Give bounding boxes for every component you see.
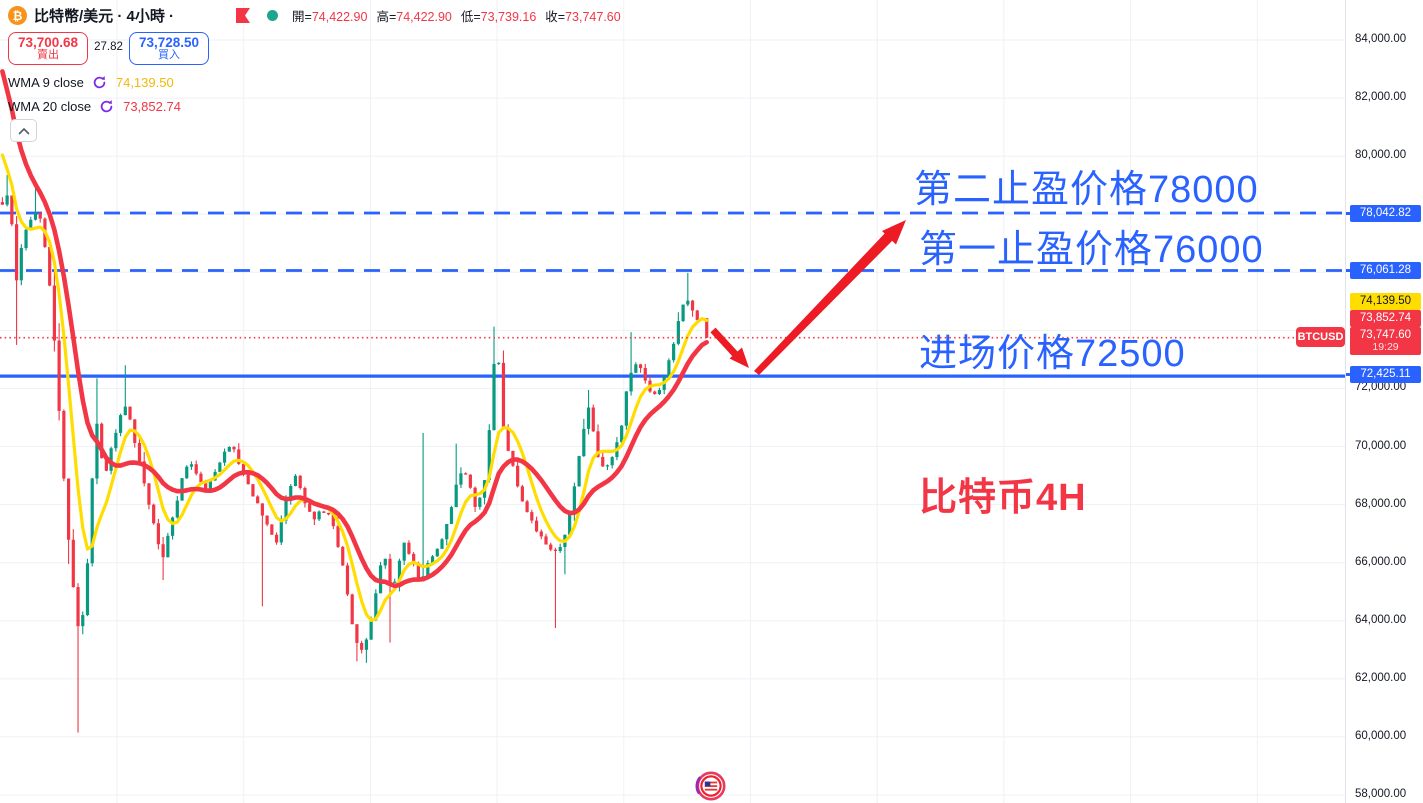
- rally-arrow: [754, 220, 906, 375]
- take-profit-2-label[interactable]: 第二止盈价格78000: [914, 169, 1259, 211]
- sync-icon[interactable]: [92, 75, 107, 90]
- symbol-timeframe-note[interactable]: 比特币4H: [919, 477, 1087, 519]
- axis-tick-label: 64,000.00: [1355, 614, 1407, 626]
- axis-tick-label: 82,000.00: [1355, 91, 1407, 103]
- axis-price-badge: 72,425.11: [1350, 365, 1421, 383]
- symbol-price-badge: BTCUSD: [1296, 327, 1345, 347]
- axis-price-badge: 74,139.50: [1350, 292, 1421, 310]
- axis-tick-label: 84,000.00: [1355, 33, 1407, 45]
- collapse-legend-button[interactable]: [10, 119, 37, 142]
- price-axis[interactable]: 84,000.00 82,000.00 80,000.00 72,000.00 70,0…: [1345, 0, 1423, 803]
- indicator-row-wma20[interactable]: WMA 20 close 73,852.74: [8, 98, 181, 114]
- symbol-title[interactable]: 比特幣/美元 · 4小時 ·: [34, 8, 175, 25]
- sync-icon[interactable]: [99, 99, 114, 114]
- axis-price-badge: 78,042.82: [1350, 204, 1421, 222]
- entry-price-label[interactable]: 进场价格72500: [919, 333, 1186, 375]
- ohlc-readout: 開=74,422.90 高=74,422.90 低=73,739.16 收=73…: [292, 10, 621, 24]
- candle-style-icon[interactable]: [236, 8, 251, 23]
- axis-tick-label: 58,000.00: [1355, 788, 1407, 800]
- watermark-logo: [695, 771, 726, 801]
- axis-tick-label: 80,000.00: [1355, 149, 1407, 161]
- axis-tick-label: 66,000.00: [1355, 556, 1407, 568]
- wma9-value: 74,139.50: [115, 74, 174, 90]
- wma20-value: 73,852.74: [123, 98, 181, 114]
- market-status-icon: [267, 10, 279, 21]
- price-chart[interactable]: [0, 0, 1345, 803]
- trade-panel: 73,700.68 賣出 27.82 73,728.50 買入: [8, 32, 209, 65]
- axis-price-badge: 76,061.28: [1350, 261, 1421, 279]
- axis-tick-label: 60,000.00: [1355, 730, 1407, 742]
- bitcoin-icon: ₿: [8, 6, 27, 25]
- axis-tick-label: 62,000.00: [1355, 672, 1407, 684]
- spread-value: 27.82: [94, 41, 123, 53]
- axis-tick-label: 68,000.00: [1355, 498, 1407, 510]
- axis-tick-label: 72,000.00: [1355, 381, 1407, 393]
- indicator-row-wma9[interactable]: WMA 9 close 74,139.50: [8, 74, 174, 90]
- buy-button[interactable]: 73,728.50 買入: [129, 32, 209, 65]
- symbol-header: ₿ 比特幣/美元 · 4小時 · 開=74,422.90 高=74,422.90…: [8, 5, 630, 26]
- pullback-arrow: [710, 327, 749, 368]
- axis-price-badge: 73,747.60 19:29: [1350, 327, 1421, 355]
- axis-tick-label: 70,000.00: [1355, 440, 1407, 452]
- sell-button[interactable]: 73,700.68 賣出: [8, 32, 88, 65]
- axis-price-badge: 73,852.74: [1350, 309, 1421, 327]
- take-profit-1-label[interactable]: 第一止盈价格76000: [919, 229, 1264, 271]
